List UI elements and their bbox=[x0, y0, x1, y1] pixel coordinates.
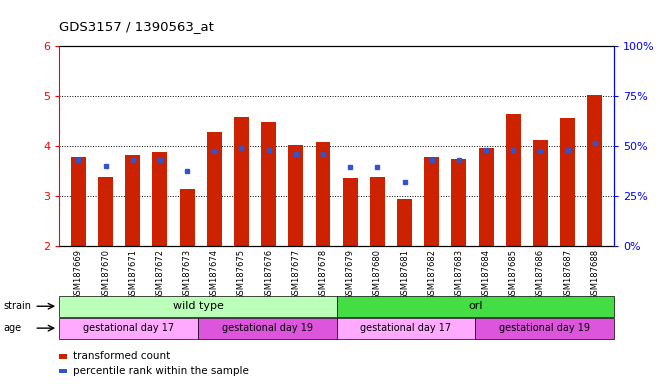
Bar bbox=[424, 157, 439, 246]
Bar bbox=[315, 142, 331, 246]
Bar bbox=[71, 157, 86, 246]
Bar bbox=[288, 145, 304, 246]
Bar bbox=[207, 132, 222, 246]
Bar bbox=[261, 122, 276, 246]
Bar bbox=[98, 177, 113, 246]
Bar bbox=[180, 189, 195, 246]
Text: gestational day 19: gestational day 19 bbox=[222, 323, 313, 333]
Text: wild type: wild type bbox=[172, 301, 224, 311]
Bar bbox=[234, 118, 249, 246]
Text: strain: strain bbox=[3, 301, 31, 311]
Bar bbox=[506, 114, 521, 246]
Text: orl: orl bbox=[468, 301, 482, 311]
Text: gestational day 19: gestational day 19 bbox=[499, 323, 590, 333]
Bar bbox=[478, 148, 494, 246]
Bar bbox=[125, 155, 141, 246]
Bar bbox=[152, 152, 168, 246]
Text: transformed count: transformed count bbox=[73, 351, 170, 361]
Bar bbox=[397, 199, 412, 246]
Bar bbox=[343, 178, 358, 246]
Bar bbox=[533, 140, 548, 246]
Text: age: age bbox=[3, 323, 21, 333]
Bar bbox=[451, 159, 467, 246]
Text: gestational day 17: gestational day 17 bbox=[83, 323, 174, 333]
Bar bbox=[560, 118, 575, 246]
Bar bbox=[370, 177, 385, 246]
Text: GDS3157 / 1390563_at: GDS3157 / 1390563_at bbox=[59, 20, 215, 33]
Bar bbox=[587, 94, 603, 246]
Text: gestational day 17: gestational day 17 bbox=[360, 323, 451, 333]
Text: percentile rank within the sample: percentile rank within the sample bbox=[73, 366, 248, 376]
